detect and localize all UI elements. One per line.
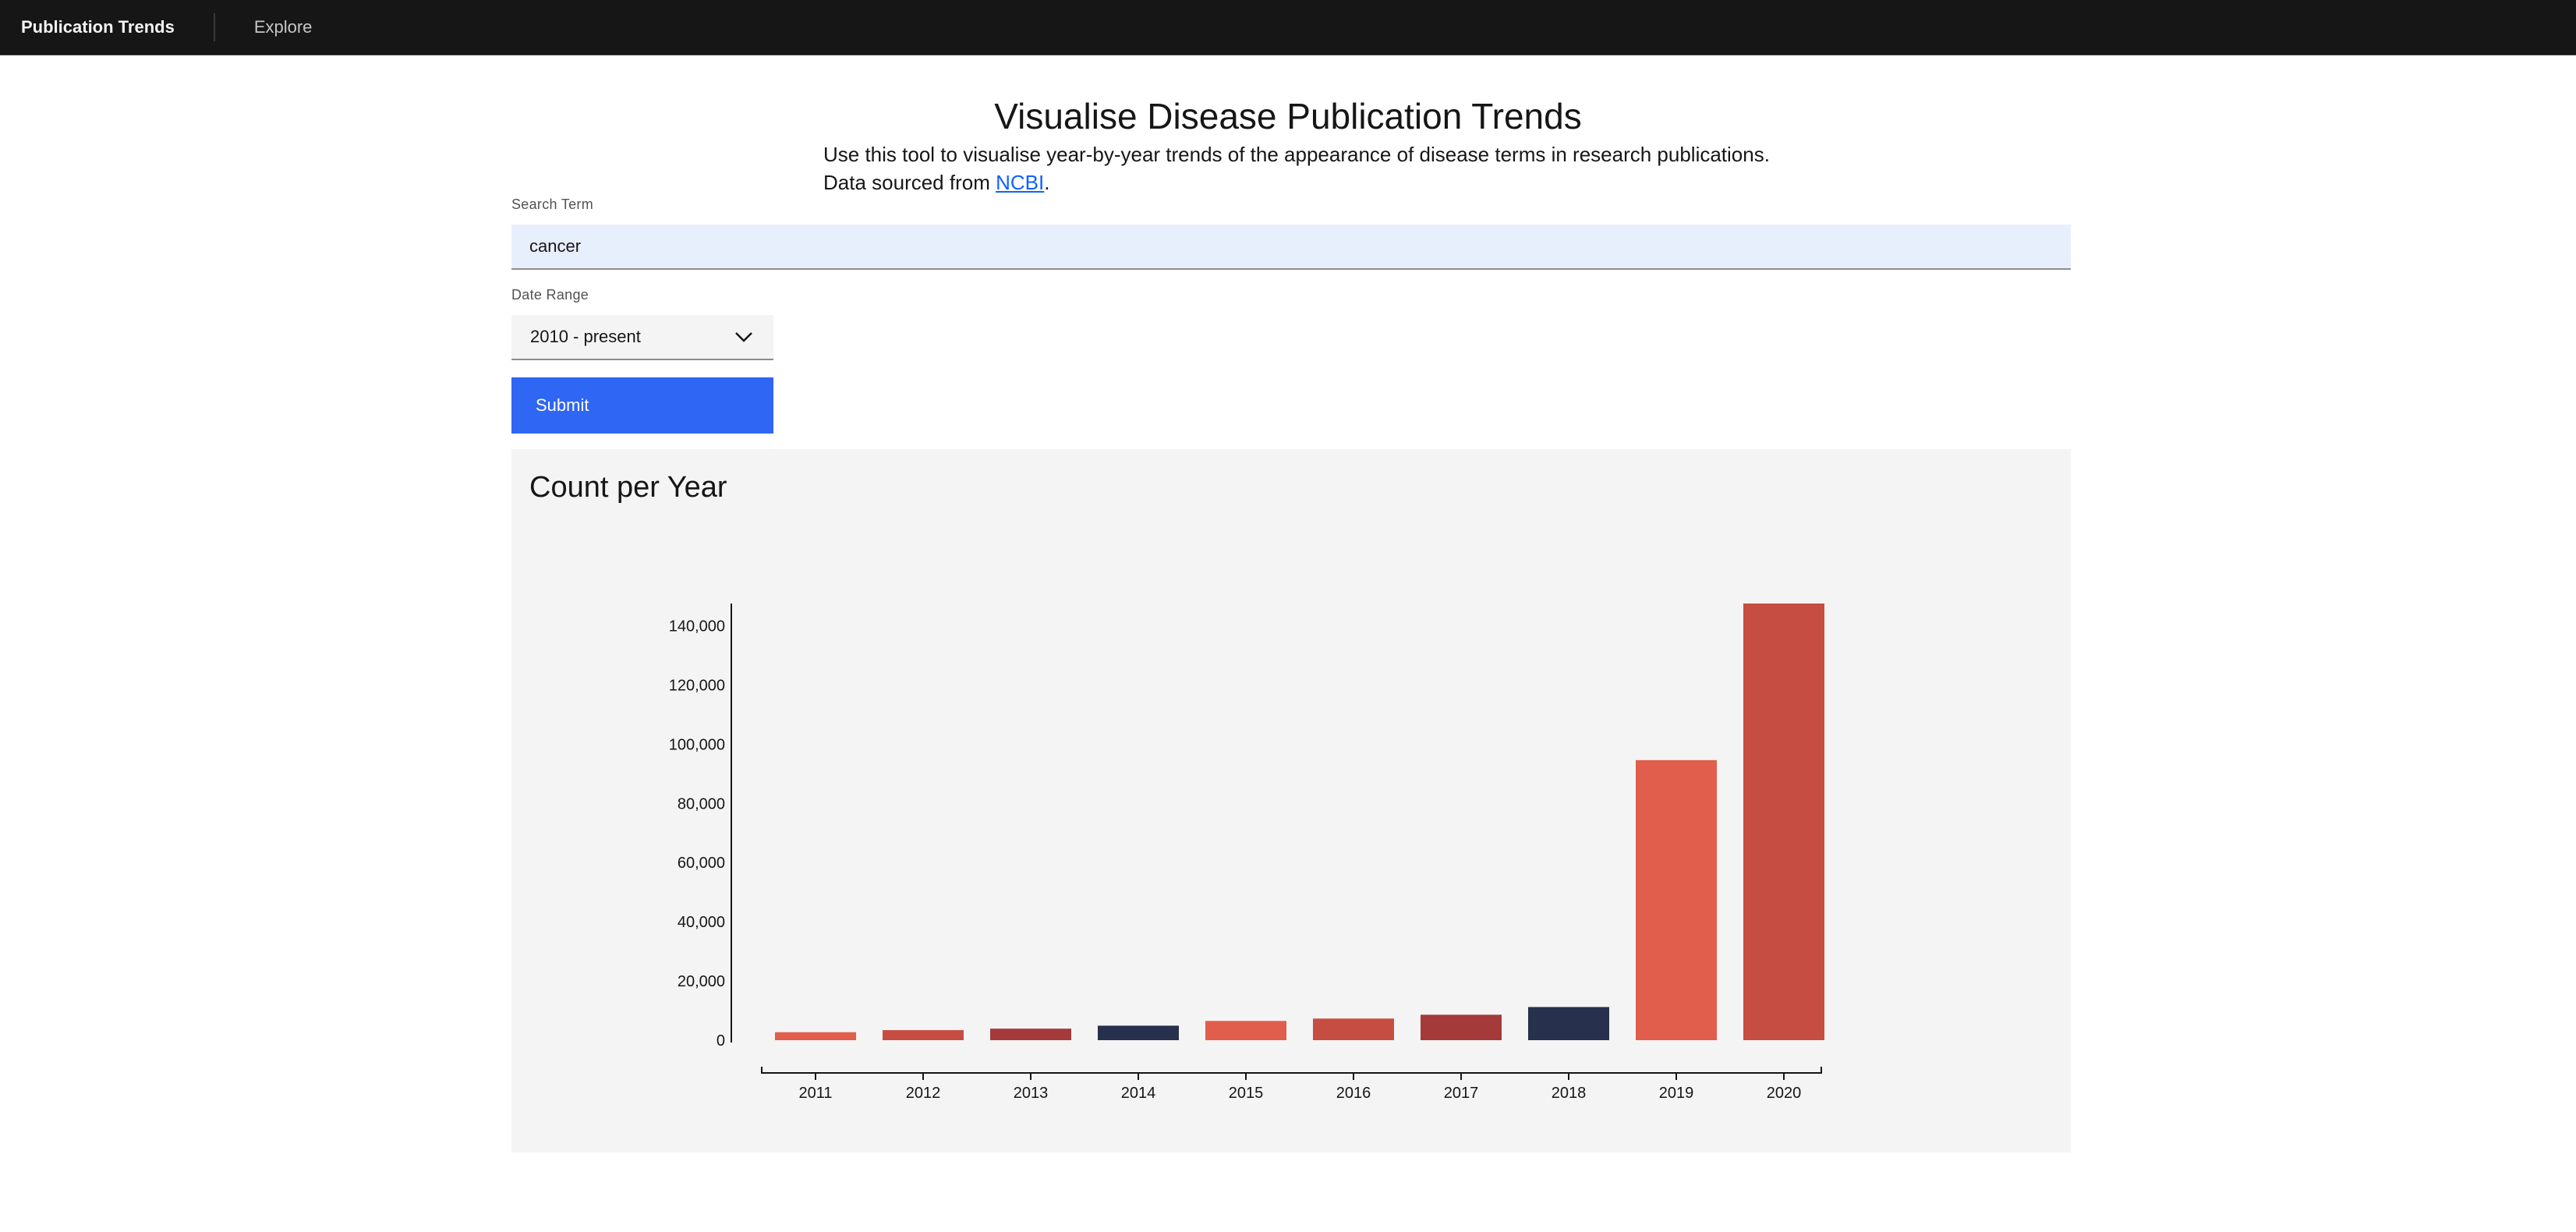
date-range-value: 2010 - present — [530, 327, 641, 346]
y-tick-label: 40,000 — [678, 914, 725, 931]
x-tick-label: 2015 — [1229, 1085, 1264, 1102]
bar-2011 — [775, 1032, 856, 1040]
description-suffix: . — [1044, 171, 1050, 194]
x-tick-label: 2013 — [1014, 1085, 1049, 1102]
description-source-line: Data sourced from NCBI. — [823, 168, 1770, 196]
bar-2016 — [1313, 1018, 1394, 1040]
x-tick-label: 2014 — [1121, 1085, 1156, 1102]
description-prefix: Data sourced from — [823, 171, 996, 194]
x-tick-label: 2011 — [798, 1085, 832, 1102]
description-line: Use this tool to visualise year-by-year … — [823, 143, 1770, 166]
bar-2017 — [1421, 1014, 1502, 1040]
bar-2012 — [883, 1030, 964, 1040]
bar-2013 — [990, 1028, 1071, 1040]
ncbi-link[interactable]: NCBI — [996, 171, 1045, 194]
y-tick-label: 0 — [717, 1032, 725, 1050]
y-tick-label: 80,000 — [678, 795, 725, 812]
x-tick-label: 2019 — [1659, 1085, 1694, 1102]
submit-button[interactable]: Submit — [511, 377, 773, 434]
search-term-label: Search Term — [511, 196, 594, 212]
date-range-label: Date Range — [511, 287, 589, 303]
chevron-down-icon — [734, 327, 753, 347]
page-description: Use this tool to visualise year-by-year … — [823, 140, 1770, 196]
bar-2015 — [1205, 1021, 1286, 1040]
bar-2014 — [1098, 1025, 1179, 1040]
chart-panel: Count per Year 0 20,000 40,000 60,000 80,000… — [511, 449, 2071, 1152]
x-tick-label: 2012 — [906, 1085, 941, 1102]
top-header: Publication Trends Explore — [0, 0, 2576, 55]
nav-item-explore[interactable]: Explore — [253, 17, 313, 37]
search-term-input[interactable] — [511, 225, 2071, 270]
x-tick-label: 2018 — [1552, 1085, 1587, 1102]
x-axis: 2011 2012 2013 2014 2015 2016 2017 2018 2019 2020 — [761, 1067, 1822, 1102]
page-title: Visualise Disease Publication Trends — [994, 96, 1582, 136]
bar-chart: 0 20,000 40,000 60,000 80,000 100,000 120,000 1… — [669, 604, 1824, 1102]
y-tick-label: 100,000 — [669, 736, 725, 753]
y-tick-label: 60,000 — [678, 855, 725, 872]
bar-2018 — [1528, 1007, 1609, 1040]
x-tick-label: 2016 — [1336, 1085, 1371, 1102]
brand-name[interactable]: Publication Trends — [0, 13, 215, 41]
bar-2019 — [1636, 759, 1717, 1040]
chart-title: Count per Year — [529, 471, 727, 504]
x-tick-label: 2017 — [1444, 1085, 1479, 1102]
y-tick-label: 120,000 — [669, 677, 725, 694]
x-tick-label: 2020 — [1767, 1085, 1802, 1102]
date-range-select[interactable]: 2010 - present — [511, 315, 773, 360]
y-axis: 0 20,000 40,000 60,000 80,000 100,000 120,000 1… — [669, 604, 732, 1050]
y-tick-label: 140,000 — [669, 618, 725, 635]
bars — [775, 604, 1824, 1040]
y-tick-label: 20,000 — [678, 973, 725, 990]
bar-2020 — [1743, 604, 1824, 1040]
